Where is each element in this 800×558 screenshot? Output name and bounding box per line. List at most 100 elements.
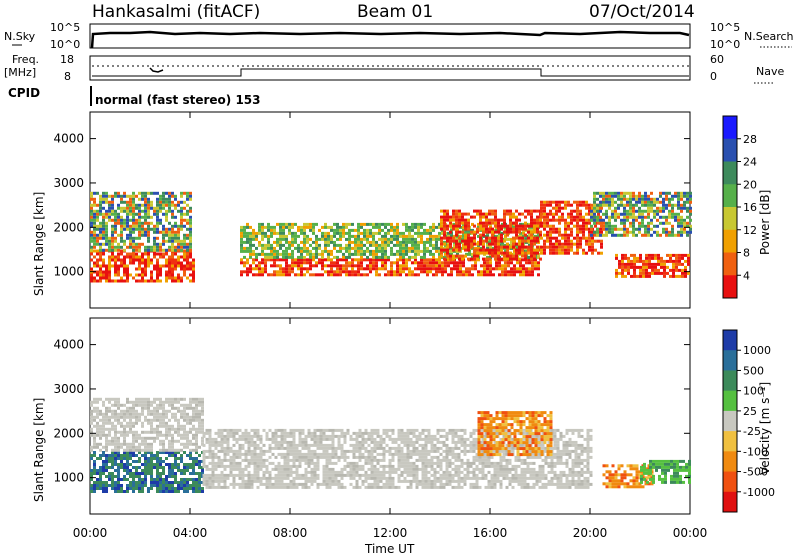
data-cell [332,483,335,486]
data-cell [567,225,570,228]
data-cell [293,444,296,447]
data-cell [299,429,302,432]
data-cell [311,438,314,441]
data-cell [138,434,141,437]
data-cell [353,456,356,459]
data-cell [171,246,174,249]
data-cell [183,443,186,446]
data-cell [414,256,417,259]
data-cell [323,456,326,459]
data-cell [144,469,147,472]
data-cell [269,447,272,450]
data-cell [461,231,464,234]
data-cell [567,243,570,246]
data-cell [675,257,678,260]
data-cell [96,422,99,425]
data-cell [183,207,186,210]
data-cell [342,247,345,250]
data-cell [638,201,641,204]
data-cell [144,204,147,207]
data-cell [126,271,129,274]
data-cell [281,471,284,474]
data-cell [105,469,108,472]
data-cell [132,228,135,231]
data-cell [350,450,353,453]
data-cell [156,419,159,422]
data-cell [674,234,677,237]
data-cell [573,216,576,219]
data-cell [165,434,168,437]
data-cell [218,450,221,453]
data-cell [423,250,426,253]
data-cell [363,238,366,241]
data-cell [521,237,524,240]
data-cell [317,429,320,432]
data-cell [330,267,333,270]
data-cell [276,264,279,267]
data-cell [479,249,482,252]
data-cell [384,238,387,241]
data-cell [462,270,465,273]
data-cell [291,238,294,241]
data-cell [135,280,138,283]
data-cell [201,398,204,401]
data-cell [522,273,525,276]
data-cell [186,259,189,262]
data-cell [144,249,147,252]
data-cell [177,425,180,428]
data-cell [335,456,338,459]
data-cell [624,257,627,260]
data-cell [165,490,168,493]
data-cell [239,483,242,486]
data-cell [189,195,192,198]
data-cell [105,443,108,446]
data-cell [321,250,324,253]
data-cell [218,477,221,480]
data-cell [245,459,248,462]
data-cell [305,474,308,477]
data-cell [99,265,102,268]
data-cell [278,486,281,489]
data-cell [674,213,677,216]
data-cell [564,246,567,249]
data-cell [135,398,138,401]
data-cell [141,204,144,207]
data-cell [275,447,278,450]
data-cell [423,256,426,259]
data-cell [366,241,369,244]
data-cell [150,401,153,404]
data-cell [656,219,659,222]
data-cell [608,207,611,210]
data-cell [518,213,521,216]
data-cell [192,259,195,262]
data-cell [366,247,369,250]
data-cell [206,429,209,432]
data-cell [144,207,147,210]
data-cell [659,195,662,198]
data-cell [114,469,117,472]
data-cell [317,441,320,444]
data-cell [680,192,683,195]
data-cell [254,447,257,450]
data-cell [518,252,521,255]
data-cell [99,475,102,478]
data-cell [638,216,641,219]
data-cell [261,250,264,253]
data-cell [159,425,162,428]
data-cell [414,232,417,235]
data-cell [665,222,668,225]
data-cell [224,465,227,468]
data-cell [668,192,671,195]
data-cell [593,222,596,225]
data-cell [201,419,204,422]
data-cell [345,267,348,270]
data-cell [570,234,573,237]
data-cell [206,468,209,471]
data-cell [174,204,177,207]
data-cell [353,468,356,471]
data-cell [372,253,375,256]
data-cell [315,261,318,264]
data-cell [99,469,102,472]
data-cell [335,477,338,480]
data-cell [333,256,336,259]
